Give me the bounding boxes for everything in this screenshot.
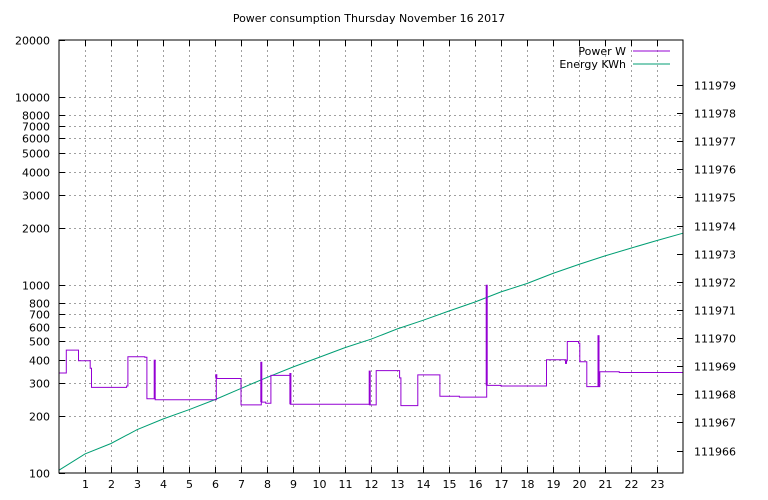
x-tick-label: 5 (186, 478, 193, 491)
x-tick-label: 17 (495, 478, 509, 491)
y-tick-label: 4000 (22, 167, 50, 180)
y2-tick-label: 111969 (694, 361, 736, 374)
legend-label-energy: Energy KWh (559, 58, 626, 71)
y2-tick-label: 111978 (694, 108, 736, 121)
legend-label-power: Power W (578, 45, 626, 58)
x-tick-label: 6 (212, 478, 219, 491)
x-tick-label: 20 (573, 478, 587, 491)
y-tick-label: 500 (29, 336, 50, 349)
chart-title: Power consumption Thursday November 16 2… (233, 12, 505, 25)
y2-tick-label: 111975 (694, 192, 736, 205)
x-tick-label: 12 (365, 478, 379, 491)
y-tick-label: 200 (29, 411, 50, 424)
x-tick-label: 19 (547, 478, 561, 491)
y-tick-label: 700 (29, 309, 50, 322)
y-tick-label: 5000 (22, 148, 50, 161)
grid-layer (59, 40, 683, 473)
series-layer (58, 232, 684, 471)
y-tick-label: 3000 (22, 190, 50, 203)
y2-tick-label: 111974 (694, 221, 736, 234)
y2-tick-label: 111976 (694, 164, 736, 177)
x-tick-label: 2 (108, 478, 115, 491)
y2-tick-label: 111970 (694, 333, 736, 346)
x-tick-label: 10 (313, 478, 327, 491)
y-tick-label: 7000 (22, 121, 50, 134)
tick-layer: 1 2 3 4 5 6 7 8 9 10 11 12 13 14 15 16 17 18 19 20 21 22 23100… (15, 35, 736, 492)
y2-tick-label: 111967 (694, 417, 736, 430)
x-tick-label: 21 (599, 478, 613, 491)
y-tick-label: 20000 (15, 35, 50, 48)
y2-tick-label: 111968 (694, 389, 736, 402)
x-tick-label: 22 (625, 478, 639, 491)
y2-tick-label: 111966 (694, 446, 736, 459)
x-tick-label: 1 (82, 478, 89, 491)
y2-tick-label: 111973 (694, 249, 736, 262)
series-line-energy (58, 232, 684, 471)
x-tick-label: 14 (417, 478, 431, 491)
x-tick-label: 23 (651, 478, 665, 491)
y-tick-label: 6000 (22, 133, 50, 146)
y-tick-label: 8000 (22, 110, 50, 123)
y-tick-label: 1000 (22, 280, 50, 293)
y-tick-label: 100 (29, 468, 50, 481)
y-tick-label: 800 (29, 298, 50, 311)
x-tick-label: 16 (469, 478, 483, 491)
x-tick-label: 8 (264, 478, 271, 491)
y2-tick-label: 111979 (694, 80, 736, 93)
x-tick-label: 11 (339, 478, 353, 491)
y2-tick-label: 111972 (694, 277, 736, 290)
x-tick-label: 18 (521, 478, 535, 491)
x-tick-label: 7 (238, 478, 245, 491)
x-tick-label: 13 (391, 478, 405, 491)
y-tick-label: 400 (29, 355, 50, 368)
series-line-power (59, 341, 683, 407)
x-tick-label: 9 (290, 478, 297, 491)
y2-tick-label: 111971 (694, 305, 736, 318)
x-tick-label: 4 (160, 478, 167, 491)
x-tick-label: 15 (443, 478, 457, 491)
legend: Power W Energy KWh (559, 45, 670, 71)
y-tick-label: 600 (29, 322, 50, 335)
x-tick-label: 3 (134, 478, 141, 491)
y-tick-label: 2000 (22, 223, 50, 236)
y-tick-label: 300 (29, 378, 50, 391)
y-tick-label: 10000 (15, 92, 50, 105)
y2-tick-label: 111977 (694, 136, 736, 149)
